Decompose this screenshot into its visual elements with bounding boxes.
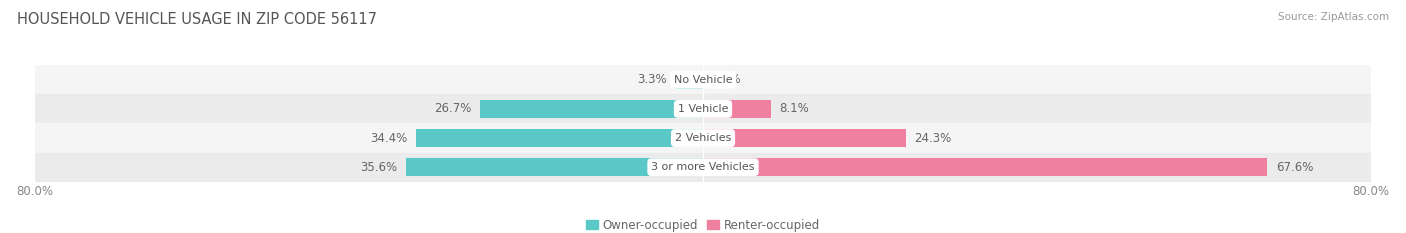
Text: 3.3%: 3.3% xyxy=(637,73,666,86)
Text: HOUSEHOLD VEHICLE USAGE IN ZIP CODE 56117: HOUSEHOLD VEHICLE USAGE IN ZIP CODE 5611… xyxy=(17,12,377,27)
Bar xyxy=(35,123,1371,153)
Text: 0.0%: 0.0% xyxy=(711,73,741,86)
Bar xyxy=(675,71,703,89)
Text: No Vehicle: No Vehicle xyxy=(673,75,733,85)
Text: 26.7%: 26.7% xyxy=(434,103,472,115)
Text: 35.6%: 35.6% xyxy=(360,161,398,174)
Text: 2 Vehicles: 2 Vehicles xyxy=(675,133,731,143)
Text: 8.1%: 8.1% xyxy=(779,103,808,115)
Text: 24.3%: 24.3% xyxy=(914,132,952,144)
Bar xyxy=(35,65,1371,94)
Bar xyxy=(703,158,1267,176)
Bar xyxy=(416,129,703,147)
Bar xyxy=(35,153,1371,182)
Legend: Owner-occupied, Renter-occupied: Owner-occupied, Renter-occupied xyxy=(581,214,825,233)
Text: 34.4%: 34.4% xyxy=(370,132,408,144)
Text: 3 or more Vehicles: 3 or more Vehicles xyxy=(651,162,755,172)
Bar xyxy=(703,100,770,118)
Bar xyxy=(406,158,703,176)
Text: 1 Vehicle: 1 Vehicle xyxy=(678,104,728,114)
Text: 67.6%: 67.6% xyxy=(1275,161,1313,174)
Text: Source: ZipAtlas.com: Source: ZipAtlas.com xyxy=(1278,12,1389,22)
Bar xyxy=(35,94,1371,123)
Bar xyxy=(479,100,703,118)
Bar xyxy=(703,129,905,147)
